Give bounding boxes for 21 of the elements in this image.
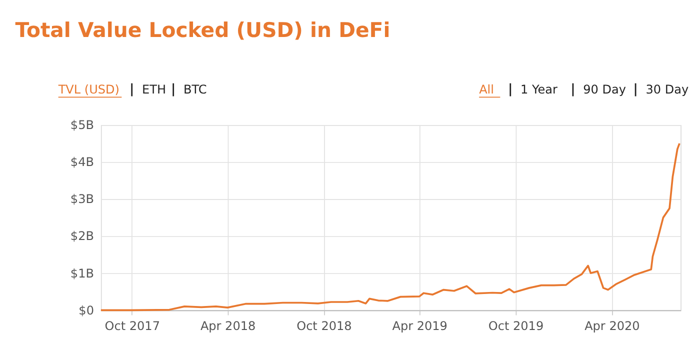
y-tick-label: $3B	[70, 192, 94, 206]
x-tick-label: Oct 2017	[104, 319, 160, 334]
y-tick-label: $2B	[70, 229, 94, 244]
x-tick-label: Oct 2019	[488, 319, 544, 334]
text: 90 Day	[583, 82, 626, 96]
y-tick-label: $5B	[70, 118, 94, 132]
text: 30 Day	[646, 82, 689, 96]
x-tick-label: Oct 2018	[296, 319, 352, 334]
text: BTC	[184, 82, 207, 96]
x-tick-label: Apr 2020	[584, 319, 640, 334]
text: ETH	[142, 82, 166, 96]
text: TVL (USD)	[57, 82, 120, 96]
text: 1 Year	[520, 82, 558, 96]
text: All	[479, 82, 494, 96]
x-tick-label: Apr 2018	[200, 319, 256, 334]
x-tick-label: Apr 2019	[392, 319, 448, 334]
y-tick-label: $4B	[70, 155, 94, 170]
line-series	[100, 142, 680, 312]
chart-title: Total Value Locked (USD) in DeFi	[15, 18, 390, 42]
y-tick-label: $0	[78, 303, 94, 318]
y-tick-label: $1B	[70, 266, 94, 280]
